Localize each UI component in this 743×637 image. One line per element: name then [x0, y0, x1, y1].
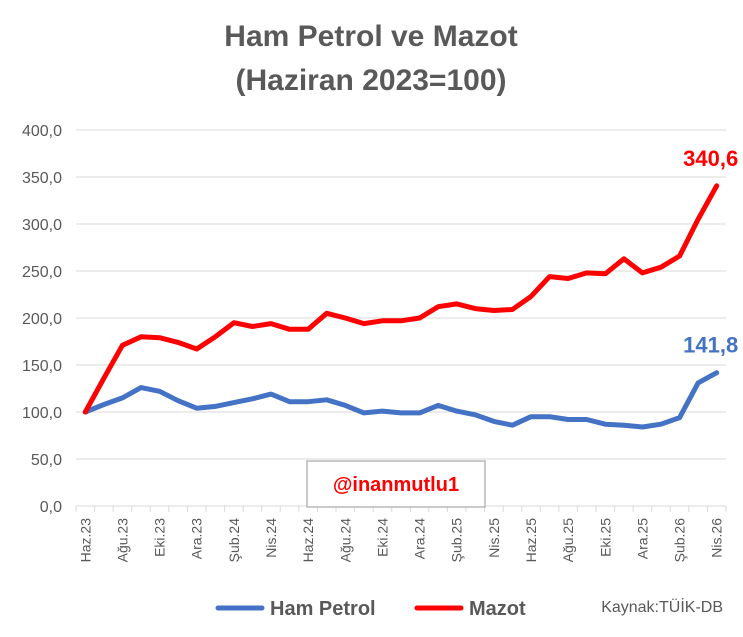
y-tick-label: 350,0: [22, 170, 62, 187]
series-lines: [82, 183, 720, 430]
legend: Ham Petrol Mazot: [215, 598, 526, 620]
y-tick-label: 0,0: [40, 499, 62, 516]
y-tick-label: 300,0: [22, 217, 62, 234]
y-tick-label: 200,0: [22, 311, 62, 328]
end-label-ham-petrol: 141,8: [683, 333, 738, 358]
x-axis-ticks: [75, 506, 727, 512]
y-axis: 0,0 50,0 100,0 150,0 200,0 250,0 300,0 350,0 400…: [22, 123, 62, 516]
x-tick-label: Eki.23: [152, 518, 168, 557]
x-tick-label: Eki.24: [374, 518, 390, 557]
x-tick-label: Şub.25: [449, 518, 465, 563]
x-tick-label: Ağu.25: [560, 518, 576, 563]
y-tick-label: 150,0: [22, 358, 62, 375]
x-tick-label: Nis.25: [486, 518, 502, 558]
x-tick-label: Ağu.23: [114, 518, 130, 563]
x-tick-label: Şub.26: [672, 518, 688, 563]
legend-label-ham-petrol: Ham Petrol: [270, 598, 376, 620]
source-note: Kaynak:TÜİK-DB: [601, 597, 723, 616]
y-tick-label: 100,0: [22, 405, 62, 422]
y-tick-label: 400,0: [22, 123, 62, 140]
x-tick-label: Şub.24: [226, 518, 242, 563]
x-tick-label: Haz.25: [523, 518, 539, 563]
x-axis: Haz.23 Ağu.23 Eki.23 Ara.23 Şub.24 Nis.24 Haz.…: [77, 518, 724, 563]
x-tick-label: Nis.24: [263, 518, 279, 558]
end-label-mazot: 340,6: [683, 146, 738, 171]
legend-label-mazot: Mazot: [469, 598, 526, 620]
series-line-mazot: [82, 183, 720, 415]
x-tick-label: Ara.25: [634, 518, 650, 559]
y-tick-label: 50,0: [31, 452, 62, 469]
series-line-ham-petrol: [82, 370, 720, 430]
x-tick-label: Nis.26: [709, 518, 725, 558]
chart-subtitle: (Haziran 2023=100): [236, 64, 507, 97]
x-tick-label: Eki.25: [597, 518, 613, 557]
x-tick-label: Haz.24: [300, 518, 316, 563]
watermark-box: @inanmutlu1: [306, 460, 486, 508]
chart-title: Ham Petrol ve Mazot: [224, 20, 517, 53]
x-tick-label: Ağu.24: [337, 518, 353, 563]
x-tick-label: Haz.23: [77, 518, 93, 563]
y-tick-label: 250,0: [22, 264, 62, 281]
x-tick-label: Ara.23: [189, 518, 205, 559]
watermark-text: @inanmutlu1: [333, 474, 459, 496]
gridlines: [76, 129, 726, 507]
x-tick-label: Ara.24: [412, 518, 428, 559]
